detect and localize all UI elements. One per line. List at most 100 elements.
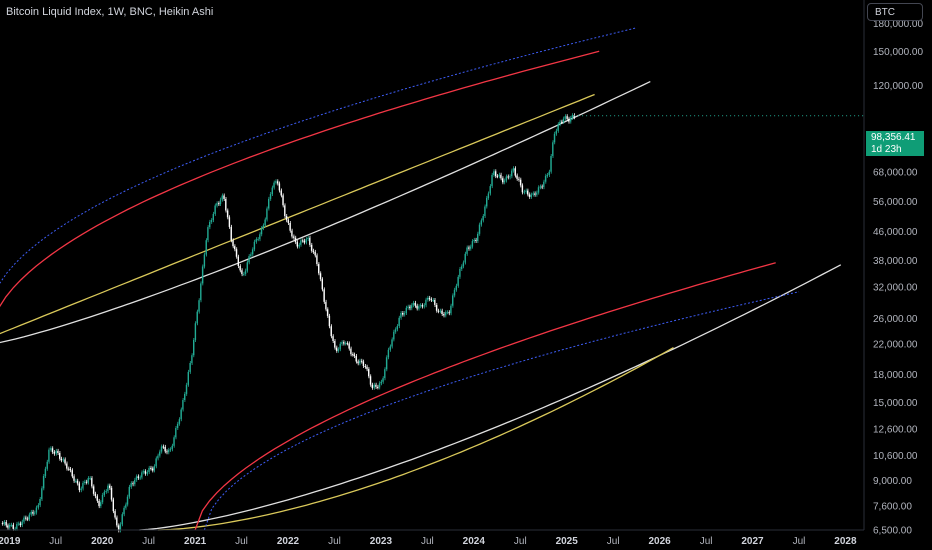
candle — [512, 168, 515, 171]
candle — [566, 116, 568, 119]
candle — [187, 371, 189, 385]
candle — [150, 467, 152, 469]
candle — [87, 478, 89, 483]
candle — [278, 183, 281, 191]
candle — [360, 360, 363, 362]
candle — [435, 305, 438, 311]
candle — [119, 524, 122, 531]
candle — [364, 366, 366, 367]
candle — [405, 307, 407, 313]
candle — [498, 174, 500, 177]
candle — [330, 326, 332, 337]
candle — [280, 190, 282, 196]
candle — [135, 476, 138, 480]
candle — [189, 363, 191, 372]
candle — [107, 485, 109, 492]
candle — [69, 469, 72, 471]
candle — [25, 517, 27, 519]
candle — [482, 216, 484, 221]
candle — [444, 312, 447, 316]
candle — [318, 264, 320, 274]
candle — [448, 312, 450, 314]
candle — [562, 118, 565, 122]
candle — [384, 369, 386, 379]
candle — [293, 236, 295, 238]
candle — [60, 458, 63, 461]
candle — [134, 479, 136, 485]
candle — [116, 517, 118, 526]
candle — [403, 313, 406, 315]
candle — [357, 361, 359, 364]
candle — [57, 450, 59, 453]
candle — [209, 221, 211, 228]
candle — [132, 483, 134, 485]
time-tick-label: Jul — [607, 536, 620, 547]
candle — [323, 289, 325, 302]
price-tick-label: 22,000.00 — [873, 340, 918, 351]
time-axis[interactable]: 2019 Jul 2020 Jul 2021 Jul 2022 Jul 2023 Jul 2024 J… — [0, 536, 857, 547]
candle — [468, 247, 470, 249]
candle — [282, 195, 284, 206]
candle — [39, 499, 41, 506]
candle — [437, 310, 440, 312]
candle — [530, 194, 532, 197]
price-tick-label: 7,600.00 — [873, 502, 912, 513]
candle — [353, 354, 356, 356]
candle — [316, 255, 318, 265]
candle — [218, 203, 220, 205]
candle — [62, 459, 64, 461]
candle — [160, 446, 163, 452]
candle — [369, 376, 372, 385]
candle — [76, 480, 79, 484]
candle — [142, 471, 145, 473]
candle — [84, 481, 86, 483]
candle — [368, 369, 370, 377]
candle — [101, 494, 104, 503]
candle — [541, 186, 543, 188]
candle — [59, 453, 61, 459]
candle — [12, 524, 14, 529]
candle — [543, 181, 545, 187]
candle — [253, 241, 256, 250]
candle — [175, 428, 177, 438]
candle — [85, 481, 88, 483]
candle — [502, 178, 504, 183]
candle — [557, 124, 559, 131]
candle — [255, 239, 257, 242]
candle — [162, 446, 164, 448]
curve-white-4 — [139, 264, 842, 531]
candle — [303, 240, 306, 243]
candle — [228, 217, 231, 227]
price-tick-label: 120,000.00 — [873, 81, 923, 92]
candle — [441, 310, 443, 314]
time-tick-label: 2026 — [648, 536, 671, 547]
candle — [14, 528, 16, 530]
price-tick-label: 38,000.00 — [873, 256, 918, 267]
candle — [207, 227, 209, 241]
candle — [284, 205, 286, 217]
candle — [425, 299, 427, 306]
candle — [553, 133, 556, 143]
candle — [237, 256, 239, 266]
candle — [528, 194, 531, 197]
candle — [446, 312, 449, 314]
candle — [91, 478, 93, 487]
candle — [298, 244, 300, 247]
candle — [519, 179, 522, 186]
candle — [537, 187, 540, 193]
candle — [568, 118, 570, 122]
candle — [212, 213, 214, 220]
candle — [139, 477, 141, 479]
curve-white-3 — [0, 81, 651, 344]
symbol-button[interactable]: BTC — [867, 3, 923, 21]
candle — [10, 524, 13, 526]
candle — [352, 354, 354, 356]
candle — [184, 393, 186, 400]
curve-red-6 — [194, 262, 776, 531]
candle — [5, 522, 7, 526]
candle — [484, 206, 486, 216]
last-price-value: 98,356.41 — [871, 132, 916, 143]
candle — [257, 239, 259, 241]
candle — [41, 488, 43, 500]
